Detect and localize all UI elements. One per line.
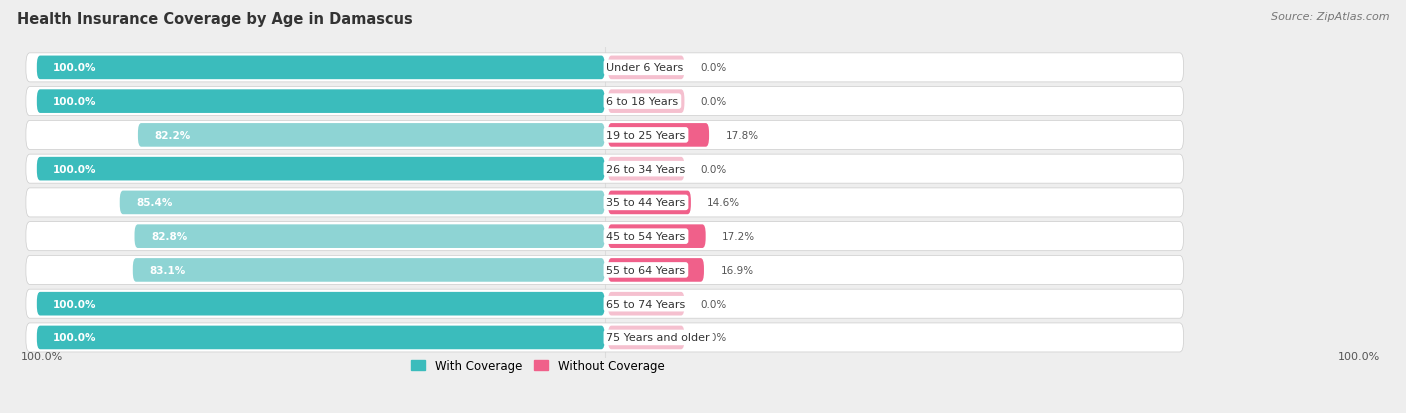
- Text: 14.6%: 14.6%: [707, 198, 741, 208]
- FancyBboxPatch shape: [607, 259, 704, 282]
- Text: 100.0%: 100.0%: [53, 63, 97, 73]
- FancyBboxPatch shape: [607, 191, 690, 215]
- FancyBboxPatch shape: [607, 292, 685, 316]
- FancyBboxPatch shape: [607, 326, 685, 349]
- FancyBboxPatch shape: [132, 259, 605, 282]
- Text: 19 to 25 Years: 19 to 25 Years: [606, 131, 686, 140]
- Text: 0.0%: 0.0%: [700, 332, 727, 343]
- FancyBboxPatch shape: [25, 323, 1184, 352]
- FancyBboxPatch shape: [37, 326, 605, 349]
- Text: 82.2%: 82.2%: [155, 131, 191, 140]
- FancyBboxPatch shape: [25, 54, 1184, 83]
- Text: 0.0%: 0.0%: [700, 97, 727, 107]
- Text: 75 Years and older: 75 Years and older: [606, 332, 710, 343]
- Text: 100.0%: 100.0%: [1339, 351, 1381, 361]
- FancyBboxPatch shape: [607, 225, 706, 248]
- Text: 100.0%: 100.0%: [53, 97, 97, 107]
- Text: 100.0%: 100.0%: [53, 299, 97, 309]
- Text: 65 to 74 Years: 65 to 74 Years: [606, 299, 686, 309]
- FancyBboxPatch shape: [607, 124, 709, 147]
- Text: 17.2%: 17.2%: [723, 232, 755, 242]
- Text: 6 to 18 Years: 6 to 18 Years: [606, 97, 679, 107]
- Text: 100.0%: 100.0%: [21, 351, 63, 361]
- FancyBboxPatch shape: [120, 191, 605, 215]
- FancyBboxPatch shape: [607, 157, 685, 181]
- FancyBboxPatch shape: [25, 155, 1184, 184]
- FancyBboxPatch shape: [607, 90, 685, 114]
- Text: 100.0%: 100.0%: [53, 332, 97, 343]
- Text: 100.0%: 100.0%: [53, 164, 97, 174]
- FancyBboxPatch shape: [37, 57, 605, 80]
- Text: 35 to 44 Years: 35 to 44 Years: [606, 198, 686, 208]
- Text: 82.8%: 82.8%: [150, 232, 187, 242]
- Text: 0.0%: 0.0%: [700, 164, 727, 174]
- FancyBboxPatch shape: [37, 292, 605, 316]
- Legend: With Coverage, Without Coverage: With Coverage, Without Coverage: [406, 354, 669, 377]
- FancyBboxPatch shape: [607, 57, 685, 80]
- Text: Health Insurance Coverage by Age in Damascus: Health Insurance Coverage by Age in Dama…: [17, 12, 412, 27]
- Text: 83.1%: 83.1%: [149, 265, 186, 275]
- FancyBboxPatch shape: [25, 256, 1184, 285]
- Text: 55 to 64 Years: 55 to 64 Years: [606, 265, 686, 275]
- FancyBboxPatch shape: [25, 188, 1184, 217]
- FancyBboxPatch shape: [25, 290, 1184, 318]
- FancyBboxPatch shape: [25, 222, 1184, 251]
- Text: 16.9%: 16.9%: [720, 265, 754, 275]
- Text: 0.0%: 0.0%: [700, 63, 727, 73]
- FancyBboxPatch shape: [25, 121, 1184, 150]
- FancyBboxPatch shape: [138, 124, 605, 147]
- Text: 85.4%: 85.4%: [136, 198, 173, 208]
- FancyBboxPatch shape: [25, 88, 1184, 116]
- FancyBboxPatch shape: [37, 157, 605, 181]
- Text: Under 6 Years: Under 6 Years: [606, 63, 683, 73]
- Text: 45 to 54 Years: 45 to 54 Years: [606, 232, 686, 242]
- FancyBboxPatch shape: [135, 225, 605, 248]
- FancyBboxPatch shape: [37, 90, 605, 114]
- Text: 17.8%: 17.8%: [725, 131, 759, 140]
- Text: Source: ZipAtlas.com: Source: ZipAtlas.com: [1271, 12, 1389, 22]
- Text: 0.0%: 0.0%: [700, 299, 727, 309]
- Text: 26 to 34 Years: 26 to 34 Years: [606, 164, 686, 174]
